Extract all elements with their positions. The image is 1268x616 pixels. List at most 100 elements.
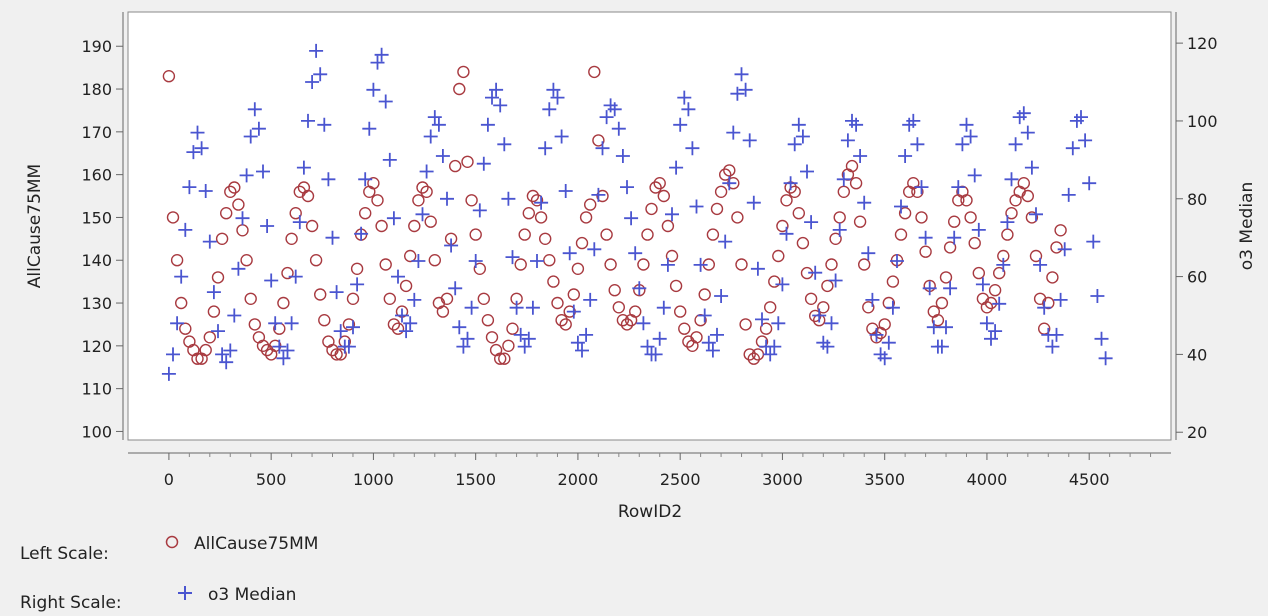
allcause75mm-point <box>817 301 830 314</box>
allcause75mm-point <box>645 202 658 216</box>
x-tick-label: 4500 <box>1069 470 1110 489</box>
left-tick-label: 150 <box>81 208 112 227</box>
o3-median-point <box>656 300 671 315</box>
allcause75mm-point <box>804 292 818 305</box>
allcause75mm-point <box>931 314 945 327</box>
allcause75mm-point <box>469 228 482 241</box>
allcause75mm-point <box>318 314 331 327</box>
allcause75mm-point <box>698 288 711 301</box>
allcause75mm-point <box>939 271 953 284</box>
allcause75mm-point <box>281 266 294 280</box>
allcause75mm-point <box>608 284 621 297</box>
o3-median-point <box>1082 176 1097 191</box>
o3-median-point <box>705 343 720 358</box>
o3-median-point <box>566 304 581 319</box>
allcause75mm-point <box>629 305 642 318</box>
o3-median-point <box>804 215 819 230</box>
o3-median-point <box>317 117 332 132</box>
o3-median-point <box>1020 125 1035 140</box>
allcause75mm-point <box>404 249 417 263</box>
o3-median-point <box>521 331 536 346</box>
o3-median-point <box>591 187 606 202</box>
allcause75mm-point <box>481 314 495 327</box>
o3-median-point <box>628 246 643 261</box>
allcause75mm-point <box>772 249 785 263</box>
o3-median-point <box>849 117 864 132</box>
o3-median-point <box>926 320 941 335</box>
o3-median-point <box>583 292 598 307</box>
o3-median-point <box>440 191 454 206</box>
o3-median-point <box>660 257 675 272</box>
o3-median-point <box>877 351 892 366</box>
o3-median-point <box>190 125 205 140</box>
allcause75mm-point <box>723 164 736 177</box>
o3-median-point <box>947 230 962 245</box>
allcause75mm-point <box>1025 211 1039 224</box>
o3-median-point <box>562 246 577 261</box>
allcause75mm-point <box>735 258 748 271</box>
o3-median-point <box>669 160 684 175</box>
allcause75mm-point <box>878 318 891 331</box>
o3-median-point <box>1024 160 1039 175</box>
legend-right-scale-label: Right Scale: <box>20 593 122 613</box>
allcause75mm-point <box>559 318 572 331</box>
o3-median-point <box>640 339 655 354</box>
allcause75mm-point <box>436 305 450 318</box>
allcause75mm-point <box>449 159 462 173</box>
allcause75mm-point <box>968 236 981 250</box>
left-tick-label: 160 <box>81 166 112 185</box>
o3-median-point <box>971 222 986 237</box>
allcause75mm-point <box>551 296 564 310</box>
o3-median-point <box>779 226 794 241</box>
o3-median-point <box>374 47 389 62</box>
allcause75mm-point <box>506 322 519 335</box>
legend-left-series: AllCause75MM <box>194 534 318 554</box>
allcause75mm-point <box>584 198 597 211</box>
allcause75mm-point <box>821 279 834 293</box>
allcause75mm-point <box>919 245 932 258</box>
o3-median-point <box>497 137 512 152</box>
allcause75mm-point <box>285 232 298 246</box>
o3-median-point <box>211 324 225 339</box>
allcause75mm-point <box>224 185 237 199</box>
allcause75mm-point <box>674 305 687 318</box>
o3-median-point <box>865 292 880 307</box>
allcause75mm-point <box>309 254 323 267</box>
o3-median-point <box>1016 106 1031 121</box>
o3-median-point <box>996 257 1011 272</box>
allcause75mm-point <box>387 318 401 331</box>
allcause75mm-point <box>943 241 957 254</box>
allcause75mm-point <box>440 292 454 305</box>
o3-median-point <box>1000 215 1015 230</box>
o3-median-point <box>358 172 373 187</box>
o3-median-point <box>305 75 320 89</box>
allcause75mm-point <box>530 194 544 207</box>
o3-median-point <box>1098 351 1113 366</box>
o3-median-point <box>472 203 487 218</box>
o3-median-point <box>239 168 254 183</box>
allcause75mm-point <box>980 301 994 314</box>
o3-median-point <box>276 351 291 366</box>
x-axis: 0 500 1000 1500 2000 2500 3000 3500 4000 4500 <box>128 452 1171 489</box>
allcause75mm-point <box>1054 224 1067 237</box>
o3-median-point <box>652 331 667 346</box>
allcause75mm-point <box>342 318 356 331</box>
left-tick-label: 120 <box>81 337 112 356</box>
allcause75mm-point <box>1021 189 1035 203</box>
o3-median-point <box>611 121 626 136</box>
x-tick-label: 500 <box>256 470 287 489</box>
allcause75mm-point <box>588 65 601 79</box>
allcause75mm-point <box>759 322 773 335</box>
o3-median-point <box>812 308 827 323</box>
allcause75mm-point <box>796 236 810 250</box>
o3-median-point <box>791 117 806 132</box>
o3-median-point <box>992 296 1007 311</box>
o3-median-point <box>174 269 189 284</box>
allcause75mm-point <box>600 228 613 241</box>
allcause75mm-point <box>399 279 413 293</box>
allcause75mm-point <box>649 181 662 194</box>
o3-median-point <box>227 308 242 323</box>
left-tick-label: 130 <box>81 294 112 313</box>
allcause75mm-point <box>898 206 912 220</box>
